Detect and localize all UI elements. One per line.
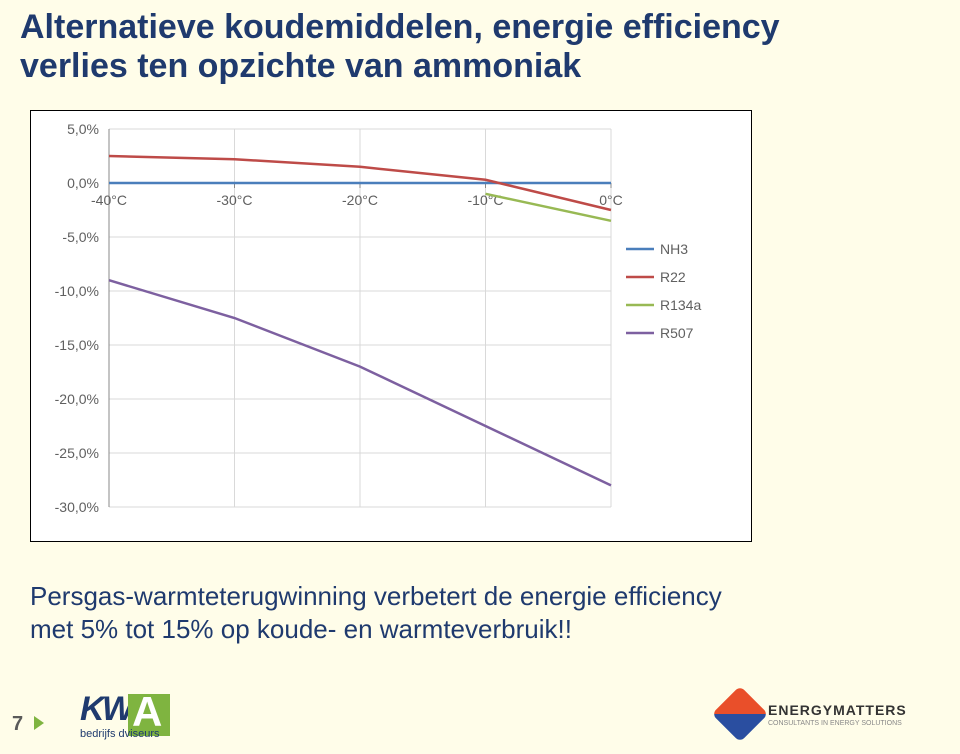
logo-letter: K [80,690,105,729]
svg-text:-10,0%: -10,0% [55,283,99,299]
svg-text:-30,0%: -30,0% [55,499,99,515]
energymatters-logo: ENERGYMATTERS CONSULTANTS IN ENERGY SOLU… [720,688,920,748]
svg-text:R134a: R134a [660,297,701,313]
svg-text:-40°C: -40°C [91,192,127,208]
page-marker-icon [34,716,44,730]
body-text: Persgas-warmteterugwinning verbetert de … [30,580,722,645]
title-line2: verlies ten opzichte van ammoniak [20,47,581,85]
body-line2: met 5% tot 15% op koude- en warmteverbru… [30,614,572,644]
svg-text:R22: R22 [660,269,686,285]
logo-subtext: CONSULTANTS IN ENERGY SOLUTIONS [768,720,902,727]
svg-text:-15,0%: -15,0% [55,337,99,353]
logo-text: ENERGYMATTERS [768,702,907,718]
svg-text:-20,0%: -20,0% [55,391,99,407]
svg-text:-25,0%: -25,0% [55,445,99,461]
svg-text:0°C: 0°C [599,192,623,208]
svg-text:-20°C: -20°C [342,192,378,208]
page-title: Alternatieve koudemiddelen, energie effi… [20,8,780,86]
kwa-logo: K W A bedrijfs dviseurs [80,688,220,748]
title-line1: Alternatieve koudemiddelen, energie effi… [20,8,780,46]
svg-text:0,0%: 0,0% [67,175,99,191]
body-line1: Persgas-warmteterugwinning verbetert de … [30,581,722,611]
svg-text:-30°C: -30°C [217,192,253,208]
svg-text:NH3: NH3 [660,241,688,257]
logo-diamond-icon [712,686,769,743]
svg-text:5,0%: 5,0% [67,121,99,137]
logo-subtext: bedrijfs dviseurs [80,728,159,740]
page-number: 7 [12,713,23,736]
efficiency-chart: 5,0% 0,0% -5,0% -10,0% -15,0% -20,0% -25,0% -30… [30,110,752,542]
svg-text:-5,0%: -5,0% [62,229,99,245]
svg-text:R507: R507 [660,325,694,341]
